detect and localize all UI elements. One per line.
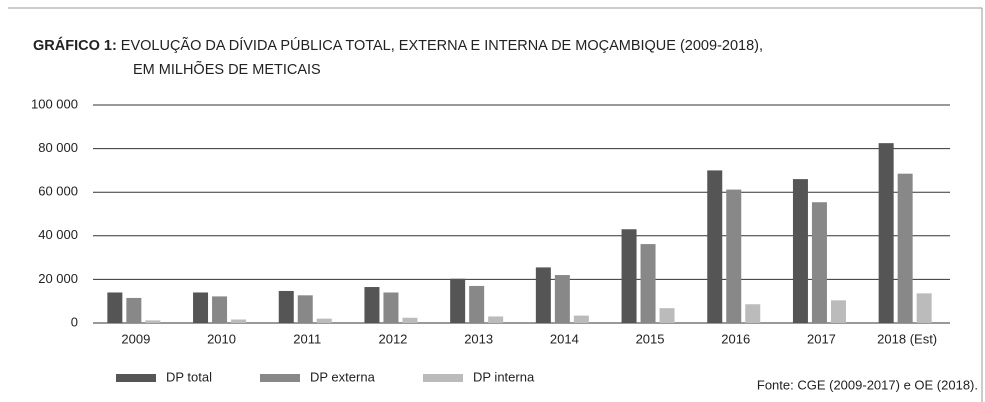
- legend-swatch: [423, 374, 463, 382]
- x-tick-label: 2012: [378, 331, 407, 346]
- bar: [107, 292, 123, 323]
- bar: [830, 300, 846, 323]
- legend-swatch: [116, 374, 156, 382]
- x-tick-label: 2018 (Est): [877, 331, 937, 346]
- bar: [297, 295, 313, 323]
- bar: [621, 229, 637, 323]
- bar: [316, 318, 332, 323]
- legend-label: DP externa: [310, 369, 376, 384]
- x-tick-label: 2011: [293, 331, 321, 346]
- y-tick-label: 20 000: [38, 271, 78, 286]
- bar: [745, 304, 761, 323]
- bar: [126, 297, 142, 323]
- x-tick-label: 2009: [121, 331, 150, 346]
- bar: [231, 319, 247, 323]
- bar: [278, 290, 294, 323]
- bar: [450, 278, 466, 323]
- bar: [573, 315, 589, 323]
- bar: [193, 292, 209, 323]
- bar: [707, 170, 723, 323]
- x-tick-label: 2010: [207, 331, 236, 346]
- y-tick-label: 100 000: [31, 96, 78, 111]
- x-tick-label: 2014: [550, 331, 579, 346]
- chart-title: GRÁFICO 1: EVOLUÇÃO DA DÍVIDA PÚBLICA TOT…: [33, 37, 763, 54]
- bar: [488, 316, 504, 323]
- source: Fonte: CGE (2009-2017) e OE (2018).: [757, 377, 978, 392]
- x-tick-label: 2016: [721, 331, 750, 346]
- title-label: GRÁFICO 1:: [33, 37, 117, 54]
- bar: [659, 308, 675, 323]
- bar: [640, 244, 656, 323]
- bar: [792, 179, 808, 323]
- bar: [726, 189, 742, 323]
- x-tick-label: 2015: [636, 331, 665, 346]
- bar: [383, 292, 399, 323]
- legend-label: DP total: [166, 369, 212, 384]
- bar: [145, 320, 161, 323]
- bar: [469, 285, 485, 323]
- bar: [212, 296, 228, 323]
- bar: [535, 267, 551, 323]
- bar: [811, 202, 827, 323]
- title-text: EVOLUÇÃO DA DÍVIDA PÚBLICA TOTAL, EXTERN…: [121, 37, 763, 54]
- y-tick-label: 80 000: [38, 140, 78, 155]
- x-tick-label: 2017: [807, 331, 836, 346]
- y-tick-label: 60 000: [38, 184, 78, 199]
- legend-swatch: [260, 374, 300, 382]
- bar: [554, 275, 570, 323]
- chart-subtitle: EM MILHÕES DE METICAIS: [133, 61, 321, 78]
- y-tick-label: 0: [71, 314, 78, 329]
- bar: [897, 173, 913, 323]
- bar: [878, 143, 894, 323]
- bar: [402, 317, 418, 323]
- y-tick-label: 40 000: [38, 227, 78, 242]
- legend-label: DP interna: [473, 369, 535, 384]
- x-tick-label: 2013: [464, 331, 493, 346]
- bar: [916, 293, 932, 323]
- bar: [364, 287, 380, 323]
